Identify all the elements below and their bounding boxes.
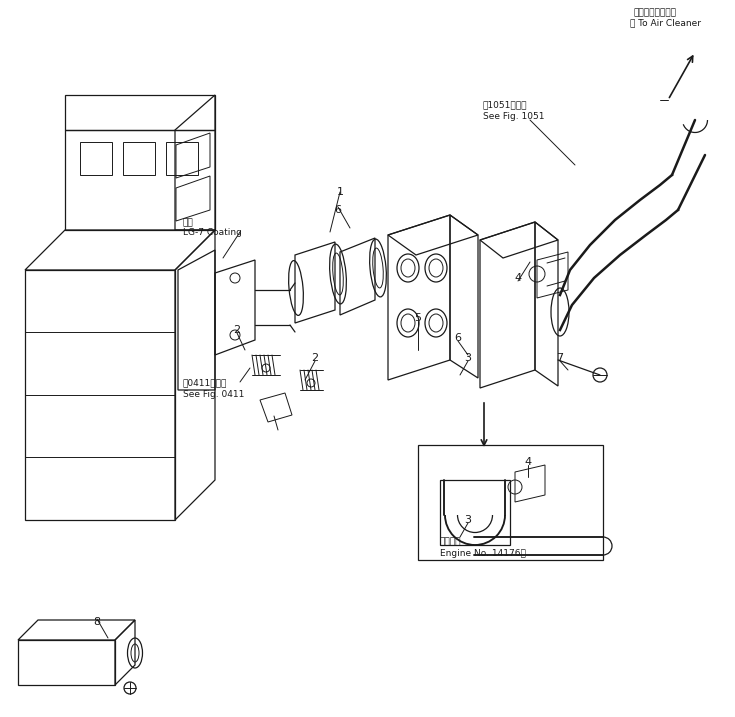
Text: Engine No. 14176～: Engine No. 14176～ <box>440 549 526 558</box>
Text: ・ To Air Cleaner: ・ To Air Cleaner <box>630 18 701 27</box>
Text: 3: 3 <box>465 515 471 525</box>
Text: 6: 6 <box>454 333 462 343</box>
Text: エアークリーナヘ: エアークリーナヘ <box>634 8 677 17</box>
Text: 2: 2 <box>312 353 318 363</box>
Text: 4: 4 <box>514 273 522 283</box>
Text: 7: 7 <box>556 353 564 363</box>
Text: See Fig. 0411: See Fig. 0411 <box>183 390 244 399</box>
Text: 4: 4 <box>525 457 531 467</box>
Text: 3: 3 <box>465 353 471 363</box>
Text: 適用号機: 適用号機 <box>440 537 462 546</box>
Text: 第0411図参照: 第0411図参照 <box>183 378 227 387</box>
Text: 第1051図参照: 第1051図参照 <box>483 100 528 109</box>
Bar <box>418 445 603 560</box>
Text: 途布: 途布 <box>183 218 194 227</box>
Text: LG-7 Coating: LG-7 Coating <box>183 228 242 237</box>
Text: 6: 6 <box>334 205 342 215</box>
Text: See Fig. 1051: See Fig. 1051 <box>483 112 545 121</box>
Text: 8: 8 <box>93 617 101 627</box>
Polygon shape <box>440 480 510 545</box>
Text: 5: 5 <box>415 313 421 323</box>
Text: 2: 2 <box>234 325 240 335</box>
Text: 1: 1 <box>337 187 343 197</box>
